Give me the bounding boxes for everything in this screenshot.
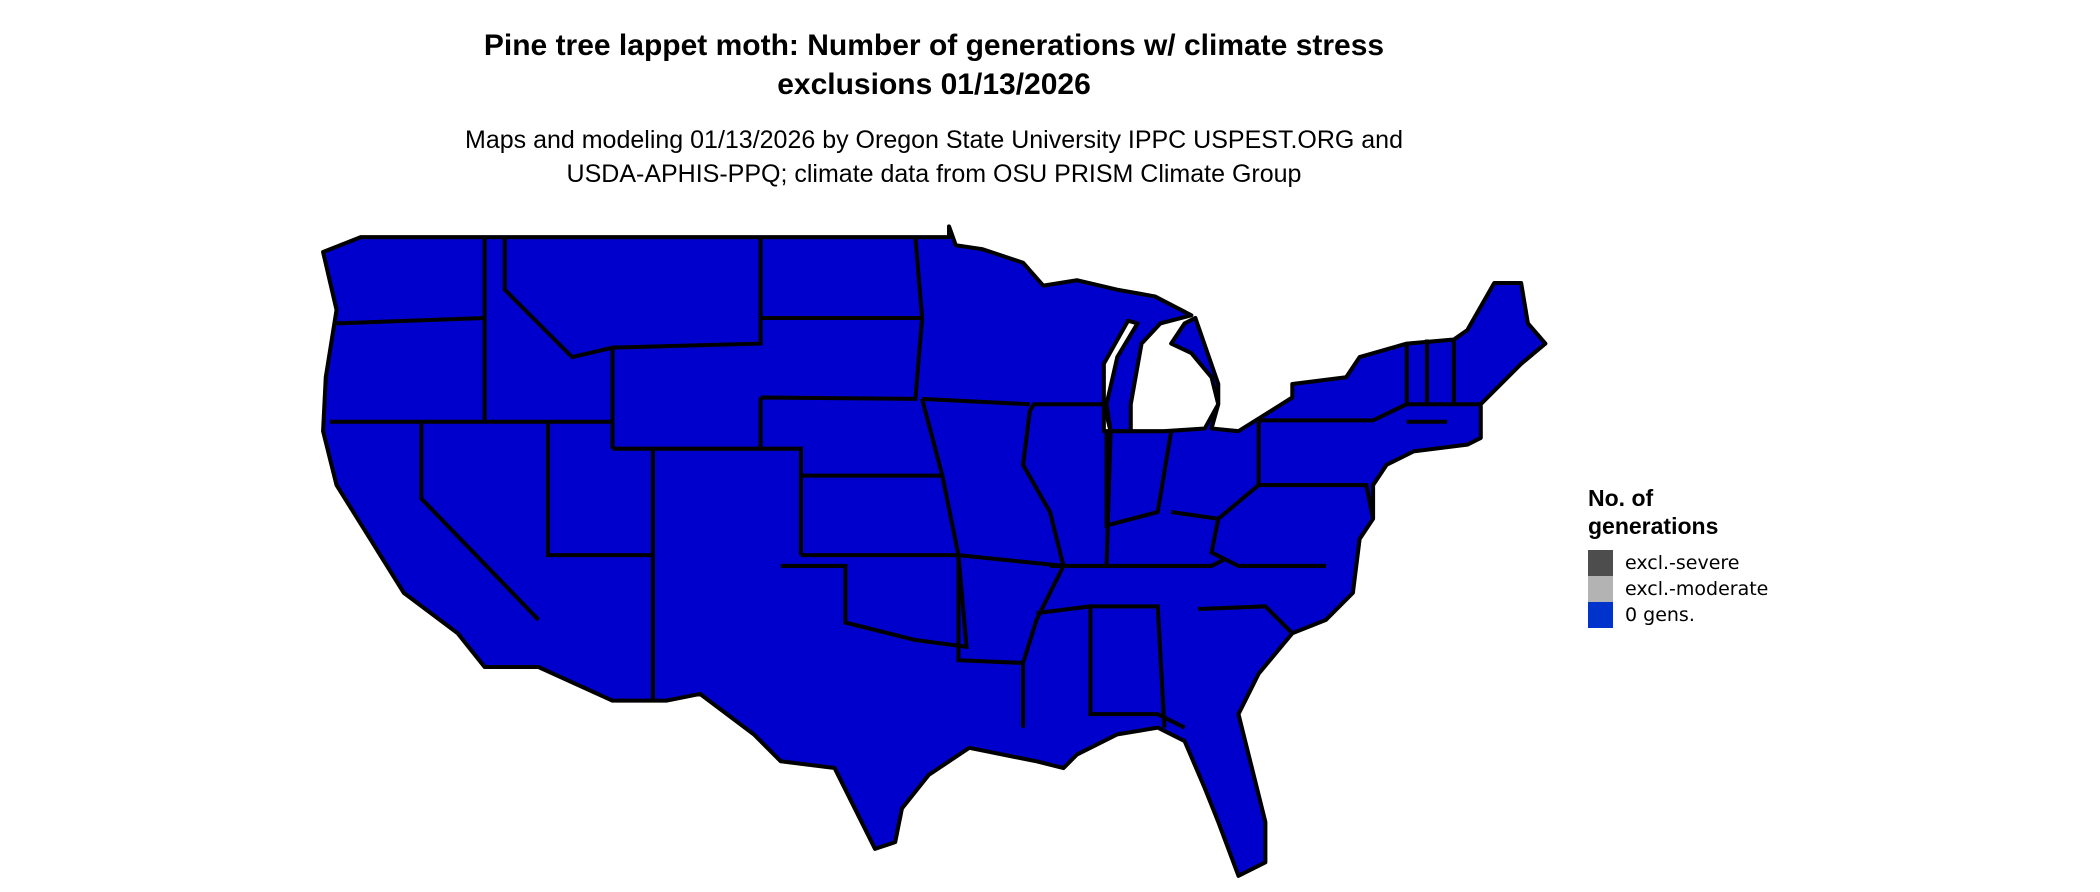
legend-label: excl.-severe [1625,552,1740,574]
legend-title: No. of generations [1588,484,1768,540]
subtitle-line-2: USDA-APHIS-PPQ; climate data from OSU PR… [566,160,1302,188]
legend-item-excl-severe: excl.-severe [1588,550,1768,576]
legend-label: excl.-moderate [1625,578,1769,600]
map-subtitle: Maps and modeling 01/13/2026 by Oregon S… [0,123,1868,191]
title-line-1: Pine tree lappet moth: Number of generat… [483,29,1385,62]
legend: No. of generations excl.-severe excl.-mo… [1588,484,1768,628]
legend-label: 0 gens. [1625,604,1695,626]
state-borders [329,236,1481,730]
legend-item-excl-moderate: excl.-moderate [1588,576,1768,602]
map-title: Pine tree lappet moth: Number of generat… [0,26,1868,104]
legend-swatch [1588,602,1613,628]
legend-swatch [1588,576,1613,602]
title-line-2: exclusions 01/13/2026 [777,68,1091,101]
legend-title-line-2: generations [1588,513,1719,539]
subtitle-line-1: Maps and modeling 01/13/2026 by Oregon S… [465,126,1403,154]
us-outline [321,224,1548,878]
legend-title-line-1: No. of [1588,485,1654,511]
legend-swatch [1588,550,1613,576]
legend-item-0-gens: 0 gens. [1588,602,1768,628]
